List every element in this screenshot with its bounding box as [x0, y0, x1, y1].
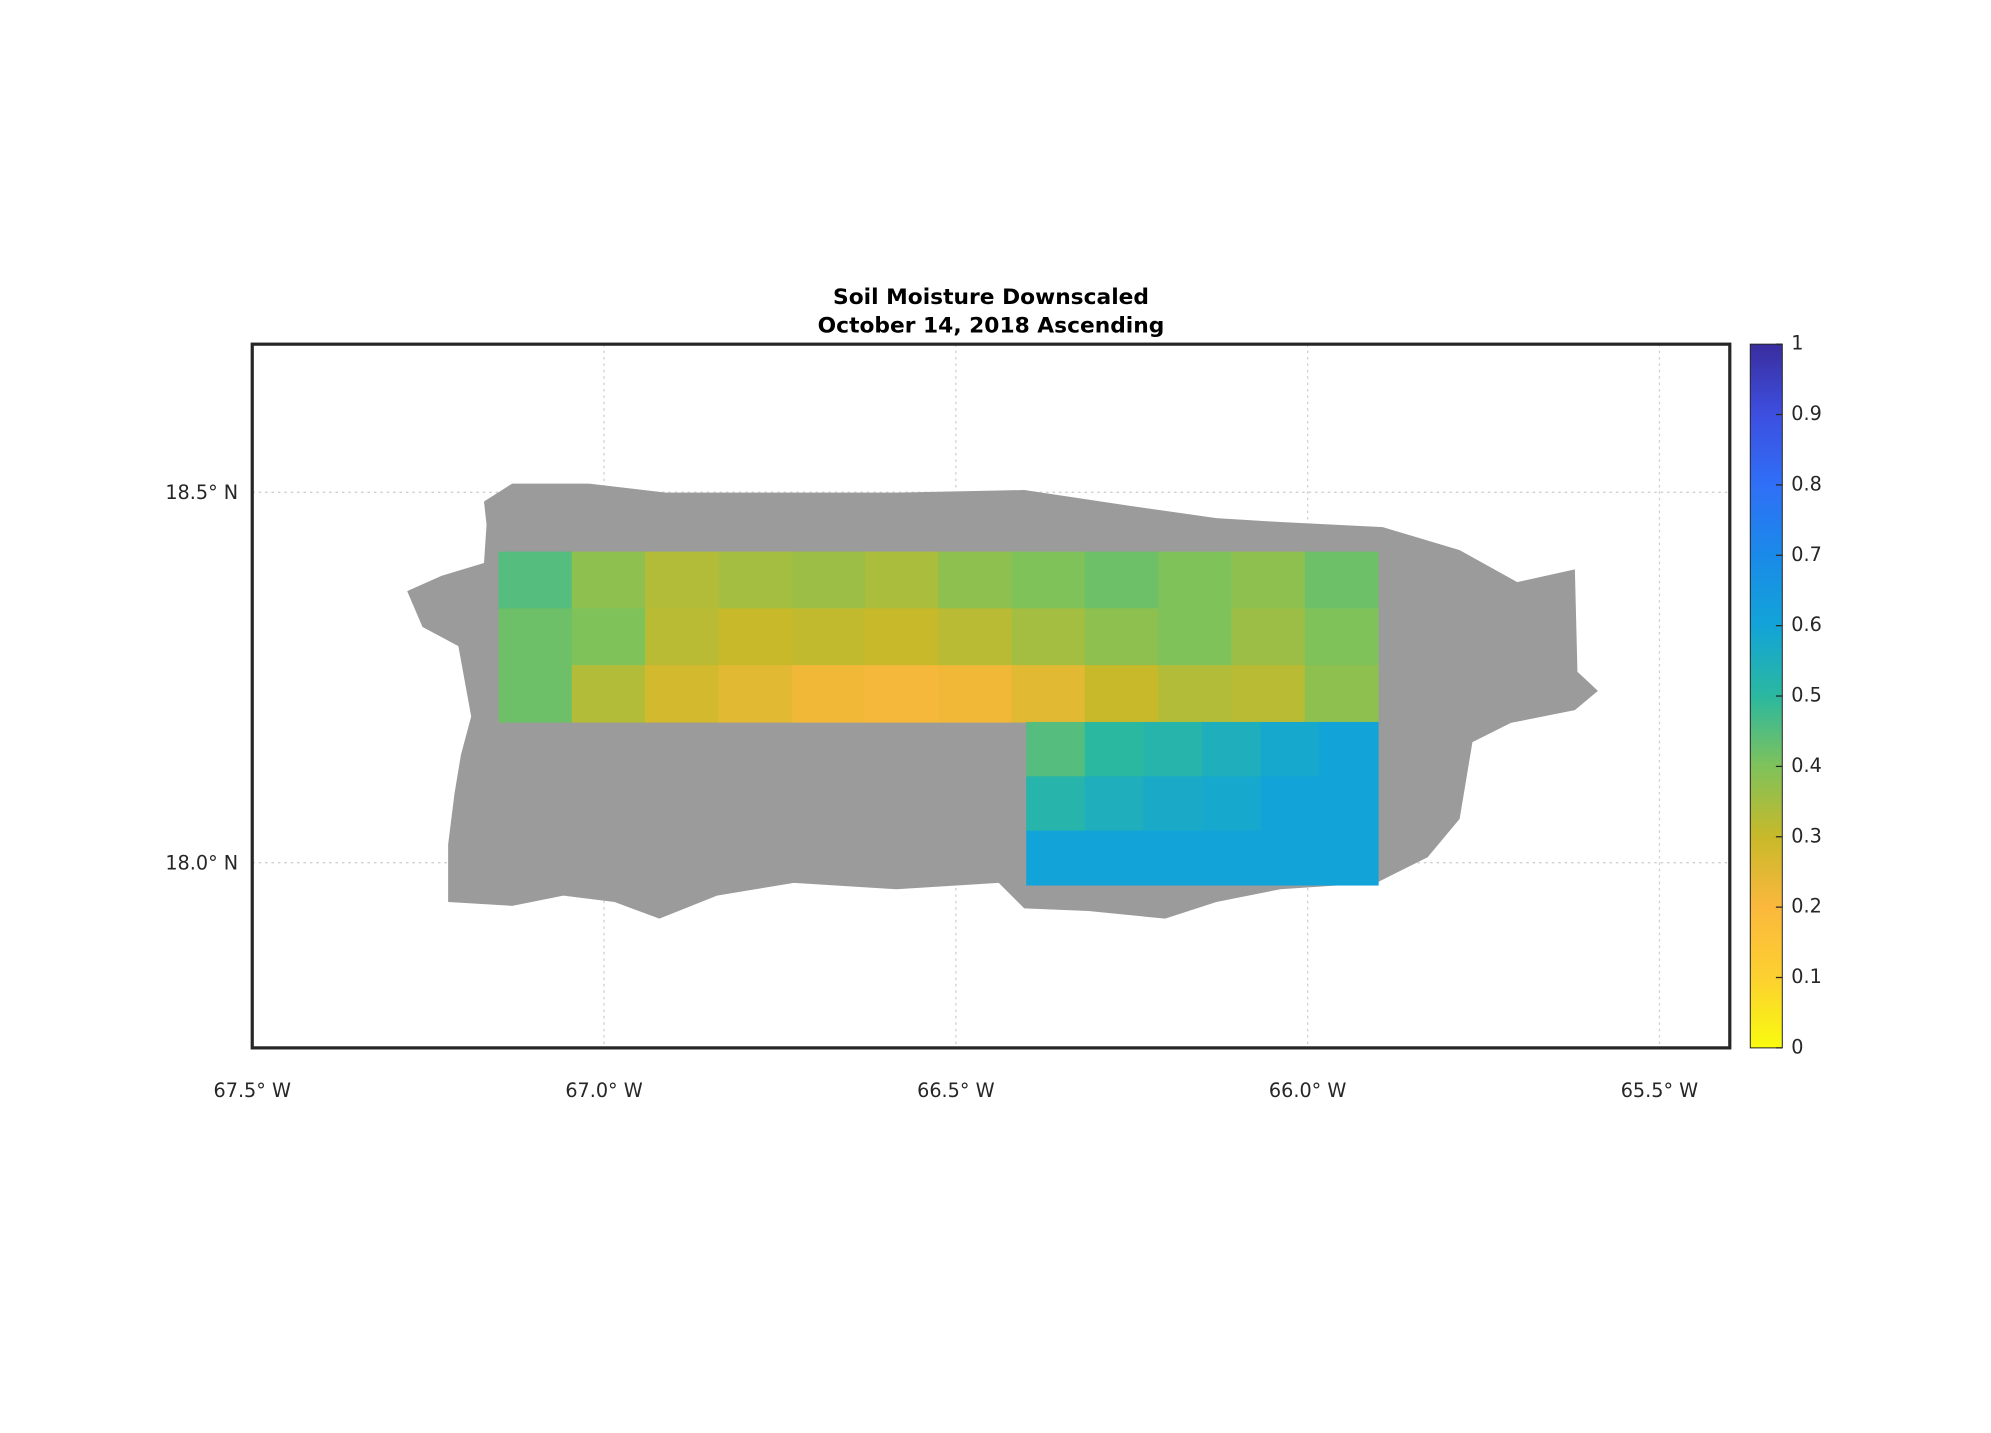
moisture-cell: [498, 665, 573, 723]
moisture-cell: [938, 665, 1013, 723]
moisture-cell: [1158, 608, 1233, 666]
moisture-cell: [1011, 608, 1086, 666]
x-tick-label: 65.5° W: [1621, 1079, 1698, 1102]
moisture-cell: [864, 551, 939, 610]
moisture-cell: [1319, 721, 1379, 777]
moisture-cell: [1158, 665, 1233, 723]
moisture-cell: [1231, 608, 1306, 666]
moisture-cell: [498, 551, 573, 610]
x-tick-label: 67.5° W: [214, 1079, 291, 1102]
moisture-cell: [864, 608, 939, 666]
moisture-cell: [571, 665, 646, 723]
y-tick-label: 18.5° N: [165, 481, 238, 504]
title-line: October 14, 2018 Ascending: [818, 313, 1165, 338]
x-tick-label: 67.0° W: [565, 1079, 642, 1102]
x-tick-label: 66.5° W: [917, 1079, 994, 1102]
moisture-cell: [1026, 721, 1086, 777]
x-tick-label: 66.0° W: [1269, 1079, 1346, 1102]
moisture-cell: [1084, 608, 1159, 666]
moisture-cell: [938, 608, 1013, 666]
title-line: Soil Moisture Downscaled: [833, 285, 1149, 310]
axes-frame: [250, 342, 1732, 1050]
moisture-cell: [1084, 721, 1145, 777]
y-tick-label: 18.0° N: [165, 851, 238, 874]
colorbar-tick-label: 0: [1791, 1035, 1803, 1058]
moisture-cell: [1260, 830, 1321, 886]
moisture-cell: [1202, 721, 1262, 777]
colorbar-tick-label: 0.2: [1791, 895, 1822, 918]
colorbar-tick-label: 0.5: [1791, 684, 1822, 707]
moisture-cell: [571, 608, 646, 666]
moisture-cell: [498, 608, 573, 666]
moisture-cell: [1304, 551, 1379, 610]
moisture-cell: [645, 608, 720, 666]
moisture-cell: [1143, 830, 1203, 886]
moisture-cell: [1260, 721, 1321, 777]
moisture-cell: [1260, 776, 1321, 832]
moisture-cell: [1231, 551, 1306, 610]
colorbar-tick-label: 0.7: [1791, 543, 1822, 566]
moisture-cell: [718, 608, 793, 666]
moisture-cell: [1011, 665, 1086, 723]
moisture-cell: [1084, 665, 1159, 723]
moisture-cell: [718, 665, 793, 723]
moisture-cell: [938, 551, 1013, 610]
moisture-cell: [1143, 721, 1203, 777]
moisture-cell: [1231, 665, 1306, 723]
colorbar-tick-label: 1: [1791, 332, 1803, 355]
colorbar-tick-label: 0.8: [1791, 472, 1822, 495]
moisture-cell: [1143, 776, 1203, 832]
moisture-cell: [1202, 776, 1262, 832]
moisture-cell: [1202, 830, 1262, 886]
moisture-cell: [1026, 776, 1086, 832]
moisture-cell: [571, 551, 646, 610]
moisture-cell: [1304, 665, 1379, 723]
moisture-cell: [1011, 551, 1086, 610]
moisture-cell: [791, 551, 866, 610]
moisture-cell: [1084, 776, 1145, 832]
moisture-cell: [645, 551, 720, 610]
moisture-cell: [1319, 776, 1379, 832]
moisture-cell: [1158, 551, 1233, 610]
moisture-cell: [791, 665, 866, 723]
moisture-cell: [1026, 830, 1086, 886]
moisture-cell: [645, 665, 720, 723]
moisture-cell: [718, 551, 793, 610]
moisture-cell: [791, 608, 866, 666]
moisture-cell: [1304, 608, 1379, 666]
moisture-cell: [1084, 830, 1145, 886]
colorbar-tick-label: 0.9: [1791, 402, 1822, 425]
moisture-cell: [864, 665, 939, 723]
colorbar-tick-label: 0.6: [1791, 613, 1822, 636]
colorbar-tick-label: 0.3: [1791, 824, 1822, 847]
colorbar-tick-label: 0.1: [1791, 965, 1822, 988]
moisture-cell: [1084, 551, 1159, 610]
colorbar-tick-label: 0.4: [1791, 754, 1822, 777]
moisture-cell: [1319, 830, 1379, 886]
